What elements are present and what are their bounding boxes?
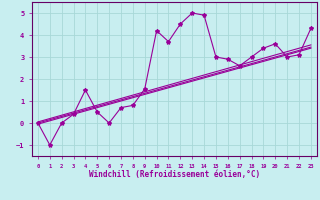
- X-axis label: Windchill (Refroidissement éolien,°C): Windchill (Refroidissement éolien,°C): [89, 170, 260, 179]
